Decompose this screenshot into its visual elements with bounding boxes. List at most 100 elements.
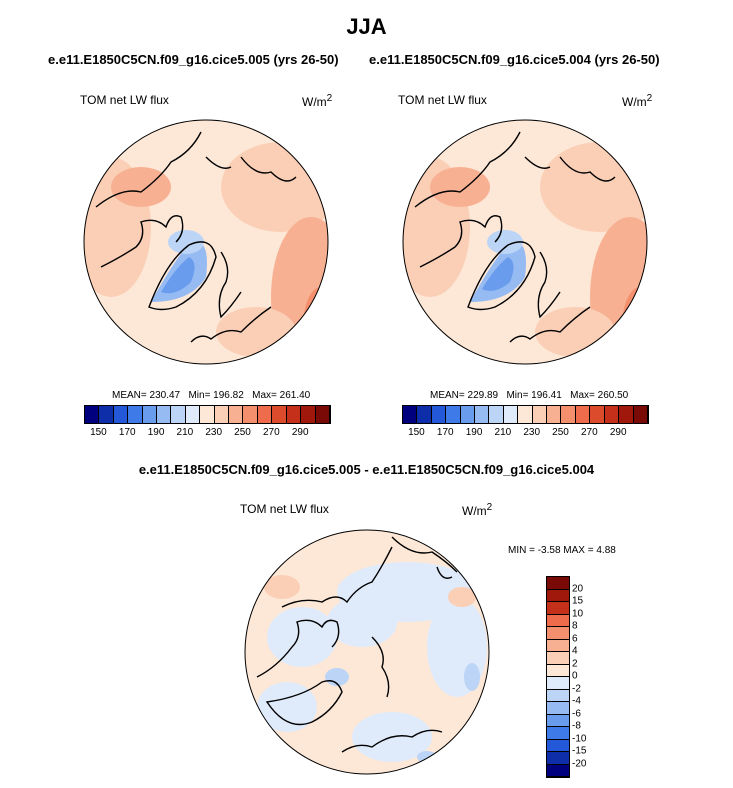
colorbar-tick-label: 190 [465, 427, 483, 438]
colorbar-swatch [547, 627, 569, 640]
panel1-stats: MEAN= 230.47 Min= 196.82 Max= 261.40 [112, 390, 311, 401]
left-case-title: e.e11.E1850C5CN.f09_g16.cice5.005 (yrs 2… [48, 52, 339, 67]
colorbar-tick-label: -6 [572, 708, 581, 719]
panel1-colorbar [84, 405, 331, 424]
season-title: JJA [346, 14, 387, 39]
colorbar-tick-label: 290 [609, 427, 627, 438]
colorbar-tick-label: 270 [263, 427, 280, 438]
colorbar-tick-label: 150 [408, 427, 425, 438]
map-region-warm [216, 307, 296, 357]
map-region-cool [417, 751, 437, 763]
colorbar-tick-label: -4 [572, 695, 581, 707]
colorbar-swatch [547, 727, 569, 740]
colorbar-swatch [460, 406, 476, 423]
map-region-cold [161, 257, 195, 294]
colorbar-swatch [547, 589, 569, 602]
colorbar-swatch [532, 406, 548, 423]
panel1-colorbar-labels: 150 170 190 210 230 250 270 290 [84, 427, 329, 439]
panel3-variable-label: TOM net LW flux [240, 502, 329, 516]
panel2-polar-map [402, 119, 648, 365]
colorbar-swatch [286, 406, 302, 423]
colorbar-tick-label: 190 [147, 427, 165, 438]
colorbar-swatch [503, 406, 519, 423]
colorbar-swatch [633, 406, 648, 423]
colorbar-tick-label: 15 [572, 595, 584, 607]
colorbar-swatch [142, 406, 158, 423]
colorbar-tick-label: -8 [572, 720, 581, 732]
diff-title: e.e11.E1850C5CN.f09_g16.cice5.005 - e.e1… [138, 462, 595, 477]
colorbar-tick-label: 20 [572, 583, 584, 594]
coastlines [256, 536, 458, 753]
panel3-polar-map [244, 529, 490, 775]
panel2-variable-label: TOM net LW flux [398, 93, 487, 107]
colorbar-swatch [547, 689, 569, 702]
colorbar-tick-label: 170 [436, 427, 454, 438]
map-region-cool [487, 230, 523, 254]
colorbar-tick-label: 2 [572, 658, 578, 669]
colorbar-swatch [113, 406, 129, 423]
colorbar-swatch [575, 406, 591, 423]
colorbar-swatch [185, 406, 201, 423]
colorbar-swatch [214, 406, 230, 423]
panel3-minmax: MIN = -3.58 MAX = 4.88 [508, 545, 616, 556]
colorbar-tick-label: 6 [572, 633, 578, 644]
colorbar-swatch [547, 764, 569, 777]
map-region-cold [482, 257, 514, 291]
colorbar-tick-label: 250 [234, 427, 251, 438]
colorbar-swatch [446, 406, 461, 423]
colorbar-swatch [547, 752, 569, 765]
colorbar-swatch [489, 406, 504, 423]
colorbar-swatch [301, 406, 316, 423]
colorbar-swatch [157, 406, 172, 423]
map-region-warm [430, 167, 490, 207]
map-region-cool [168, 230, 204, 254]
colorbar-swatch [272, 406, 287, 423]
colorbar-swatch [200, 406, 215, 423]
colorbar-swatch [128, 406, 143, 423]
colorbar-swatch [85, 406, 100, 423]
colorbar-swatch [417, 406, 432, 423]
colorbar-swatch [547, 702, 569, 715]
colorbar-swatch [604, 406, 620, 423]
colorbar-swatch [403, 406, 418, 423]
colorbar-swatch [315, 406, 330, 423]
colorbar-swatch [547, 406, 562, 423]
colorbar-swatch [229, 406, 244, 423]
panel1-polar-map [83, 119, 329, 365]
colorbar-tick-label: -2 [572, 683, 581, 694]
colorbar-tick-label: 10 [572, 608, 584, 619]
map-region-warm [264, 575, 300, 599]
colorbar-swatch [547, 577, 569, 590]
panel2-units-label: W/m2 [622, 93, 653, 109]
map-region-cool [327, 597, 397, 647]
panel2-colorbar-labels: 150 170 190 210 230 250 270 290 [402, 427, 647, 439]
panel2-stats: MEAN= 229.89 Min= 196.41 Max= 260.50 [430, 390, 629, 401]
colorbar-swatch [547, 639, 569, 652]
right-case-title: e.e11.E1850C5CN.f09_g16.cice5.004 (yrs 2… [369, 52, 660, 67]
colorbar-tick-label: -10 [572, 733, 587, 744]
colorbar-tick-label: -20 [572, 758, 587, 769]
colorbar-swatch [518, 406, 533, 423]
colorbar-tick-label: 210 [176, 427, 194, 438]
colorbar-tick-label: 230 [205, 427, 223, 438]
coastlines [95, 131, 297, 343]
colorbar-tick-label: 4 [572, 645, 578, 657]
colorbar-tick-label: 8 [572, 620, 578, 632]
colorbar-tick-label: -15 [572, 745, 587, 757]
colorbar-tick-label: 150 [90, 427, 107, 438]
map-region-cool [267, 607, 337, 667]
colorbar-tick-label: 210 [494, 427, 512, 438]
colorbar-swatch [547, 677, 569, 690]
map-region-cool [464, 663, 480, 691]
colorbar-tick-label: 170 [118, 427, 136, 438]
colorbar-swatch [99, 406, 114, 423]
colorbar-tick-label: 250 [552, 427, 569, 438]
colorbar-tick-label: 290 [291, 427, 309, 438]
panel3-colorbar [546, 576, 570, 778]
colorbar-swatch [547, 602, 569, 615]
map-region-cool [257, 682, 317, 732]
colorbar-swatch [590, 406, 605, 423]
coastlines [414, 131, 616, 343]
colorbar-swatch [243, 406, 258, 423]
map-boundary-circle [83, 119, 329, 365]
